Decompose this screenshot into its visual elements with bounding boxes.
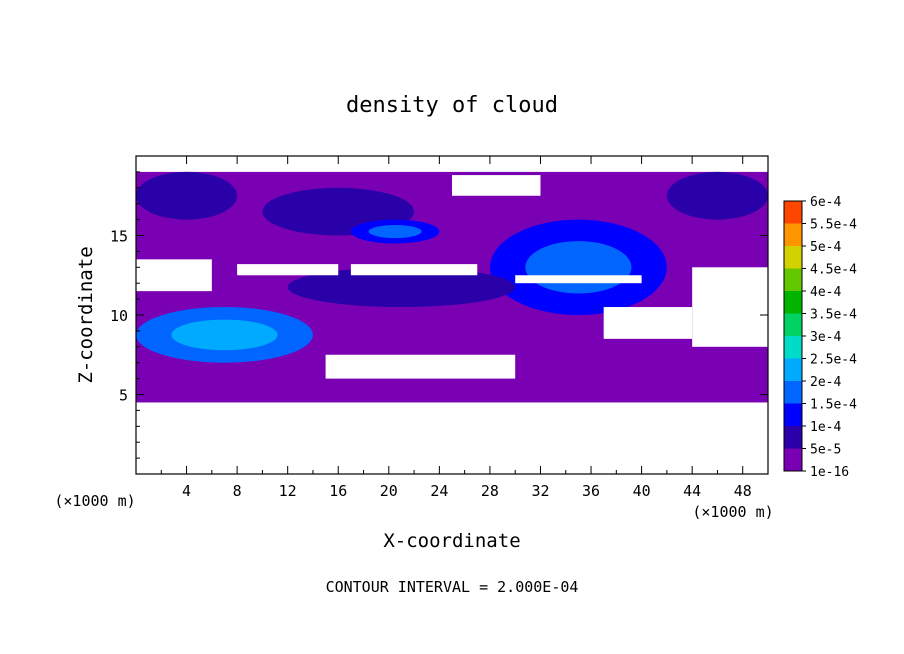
density-core-4 xyxy=(171,319,278,351)
colorbar-label: 4e-4 xyxy=(810,285,841,300)
colorbar-label: 1e-4 xyxy=(810,420,841,435)
colorbar-segment xyxy=(784,313,802,336)
colorbar-segment xyxy=(784,403,802,426)
colorbar-label: 2.5e-4 xyxy=(810,353,857,368)
clear-gap-1 xyxy=(237,264,339,276)
colorbar-label: 3.5e-4 xyxy=(810,308,857,323)
colorbar-segment xyxy=(784,448,802,471)
x-tick-label: 24 xyxy=(430,482,448,500)
chart-title: density of cloud xyxy=(346,93,558,118)
clear-gap-4 xyxy=(692,267,768,347)
colorbar-label: 6e-4 xyxy=(810,195,841,210)
colorbar-label: 1.5e-4 xyxy=(810,398,857,413)
colorbar-segment xyxy=(784,223,802,246)
colorbar-segment xyxy=(784,246,802,269)
x-axis-label: X-coordinate xyxy=(383,530,520,552)
colorbar-label: 4.5e-4 xyxy=(810,263,857,278)
x-unit-left: (×1000 m) xyxy=(54,492,135,510)
x-tick-label: 20 xyxy=(380,482,398,500)
x-tick-label: 12 xyxy=(279,482,297,500)
x-tick-label: 44 xyxy=(683,482,701,500)
colorbar-label: 5.5e-4 xyxy=(810,218,857,233)
y-axis-label: Z-coordinate xyxy=(75,246,97,383)
clear-gap-3 xyxy=(452,175,541,196)
density-region-6 xyxy=(287,267,516,308)
x-tick-label: 36 xyxy=(582,482,600,500)
colorbar-label: 2e-4 xyxy=(810,375,841,390)
x-tick-label: 40 xyxy=(633,482,651,500)
x-tick-label: 32 xyxy=(531,482,549,500)
x-axis-ticks: 4 8 12 16 20 24 28 32 36 40 44 48 xyxy=(160,156,752,500)
colorbar-segment xyxy=(784,358,802,381)
colorbar-label: 5e-5 xyxy=(810,443,841,458)
clear-gap-2 xyxy=(350,264,478,276)
clear-gap-6 xyxy=(325,354,516,379)
y-tick-label: 5 xyxy=(119,387,128,405)
colorbar-label: 3e-4 xyxy=(810,330,841,345)
colorbar-label: 5e-4 xyxy=(810,240,841,255)
x-tick-label: 16 xyxy=(329,482,347,500)
x-tick-label: 8 xyxy=(233,482,242,500)
y-tick-label: 10 xyxy=(110,307,128,325)
x-unit-right: (×1000 m) xyxy=(692,503,773,521)
density-region-1 xyxy=(666,171,768,220)
colorbar: 1e-16 5e-5 1e-4 1.5e-4 2e-4 2.5e-4 3e-4 3.5e-4 4… xyxy=(783,195,857,480)
clear-gap-0 xyxy=(136,259,212,292)
x-tick-label: 4 xyxy=(182,482,191,500)
colorbar-segment xyxy=(784,336,802,359)
colorbar-segment xyxy=(784,268,802,291)
density-core-5 xyxy=(525,241,632,294)
density-region-0 xyxy=(136,171,238,220)
clear-gap-7 xyxy=(515,275,642,284)
y-axis-ticks: 5 10 15 xyxy=(110,171,768,459)
plot-area xyxy=(135,155,769,475)
colorbar-segment xyxy=(784,291,802,314)
clear-gap-5 xyxy=(603,307,693,339)
density-core-3 xyxy=(368,224,422,239)
colorbar-segment xyxy=(784,201,802,224)
y-tick-label: 15 xyxy=(110,228,128,246)
colorbar-segment xyxy=(784,381,802,404)
x-tick-label: 28 xyxy=(481,482,499,500)
contour-interval-footer: CONTOUR INTERVAL = 2.000E-04 xyxy=(326,578,579,596)
colorbar-segment xyxy=(784,426,802,449)
colorbar-label: 1e-16 xyxy=(810,465,849,480)
x-tick-label: 48 xyxy=(734,482,752,500)
